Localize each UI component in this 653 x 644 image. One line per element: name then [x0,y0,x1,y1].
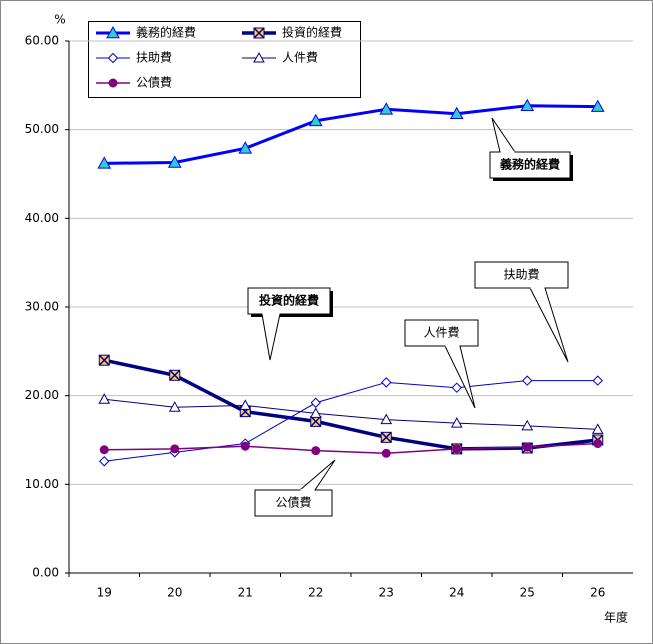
y-tick-label: 20.00 [25,388,59,402]
marker [99,445,109,455]
legend-label: 公債費 [136,75,172,90]
marker [108,78,118,88]
annotation: 公債費 [275,495,311,510]
marker-cross [310,415,322,427]
marker [169,369,181,381]
y-unit: % [54,13,65,27]
x-tick-label: 26 [590,586,605,600]
marker [381,377,392,388]
y-tick-label: 50.00 [25,122,59,136]
y-tick-label: 10.00 [25,477,59,491]
x-tick-label: 21 [238,586,253,600]
series-line [104,398,598,430]
marker [239,399,252,410]
x-tick-label: 20 [167,586,182,600]
x-axis-label: 年度 [604,610,628,625]
callout-box [489,151,571,179]
series-line [104,442,598,455]
legend-label: 投資的経費 [282,25,342,40]
x-tick-label: 25 [520,586,535,600]
marker [381,448,391,458]
marker [522,375,533,386]
y-tick-label: 60.00 [25,34,59,48]
marker-cross [98,354,110,366]
marker [520,98,535,112]
marker [97,156,112,169]
marker-cross [253,27,265,39]
x-tick-label: 22 [308,586,323,600]
legend [88,21,361,98]
legend-label: 扶助費 [136,50,172,65]
callout-box [247,287,331,315]
callout-box [254,489,333,517]
callout-box [404,319,479,347]
series-line [104,380,598,462]
marker-cross [169,369,181,381]
marker [590,99,605,112]
annotation: 扶助費 [503,267,539,282]
marker [521,419,534,431]
marker [450,417,463,428]
x-tick-label: 19 [97,586,112,600]
marker [451,382,462,393]
marker [310,415,322,427]
marker [380,431,392,443]
marker [170,444,180,454]
y-tick-label: 30.00 [25,300,59,314]
marker [452,444,462,454]
marker [99,456,110,467]
marker [167,155,182,168]
marker [253,27,265,39]
marker [310,397,321,408]
callout-box [474,261,569,289]
legend-label: 義務的経費 [136,25,196,40]
series-line [104,104,598,165]
legend-label: 人件費 [282,50,318,65]
marker [522,442,532,452]
marker [238,141,253,154]
marker [107,52,119,64]
marker [309,407,322,418]
marker [98,354,110,366]
marker [311,446,321,456]
marker [592,375,603,386]
x-tick-label: 24 [449,586,464,600]
annotation: 義務的経費 [500,157,560,172]
marker [591,423,604,434]
y-tick-label: 0.00 [32,566,59,580]
marker [379,102,394,115]
y-tick-label: 40.00 [25,211,59,225]
marker [98,393,111,404]
marker [106,25,120,39]
marker [168,401,181,412]
x-tick-label: 23 [379,586,394,600]
marker [380,413,393,425]
marker [240,441,250,451]
annotation: 人件費 [423,325,459,340]
annotation: 投資的経費 [259,293,319,308]
marker [449,106,464,120]
marker [253,51,265,63]
marker [593,439,603,449]
marker [308,113,323,127]
marker-cross [380,431,392,443]
